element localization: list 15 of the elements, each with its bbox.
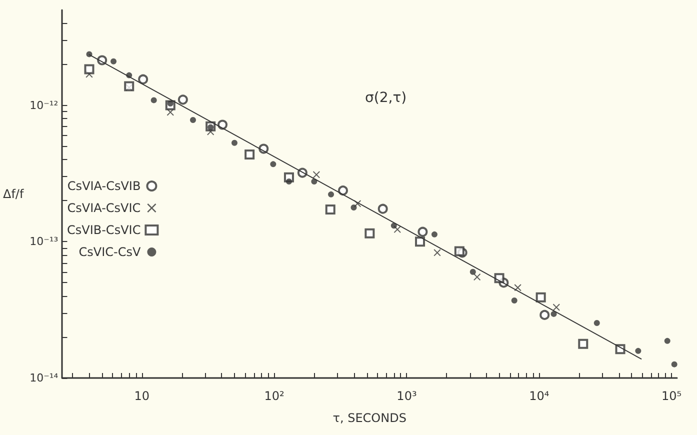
y-axis-title: Δf/f bbox=[3, 187, 24, 201]
legend-label: CsVIB-CsVIC bbox=[66, 223, 141, 237]
x-tick-label: 10⁴ bbox=[529, 389, 550, 403]
y-tick-label: 10⁻¹² bbox=[30, 98, 58, 112]
y-tick-label: 10⁻¹⁴ bbox=[30, 372, 59, 384]
legend-label: CsVIA-CsVIB bbox=[67, 179, 141, 193]
x-axis-title: τ, SECONDS bbox=[332, 411, 406, 425]
x-tick-label: 10³ bbox=[396, 389, 417, 403]
y-tick-label: 10⁻¹³ bbox=[30, 235, 58, 248]
x-tick-label: 10⁵ bbox=[661, 389, 682, 403]
legend-label: CsVIC-CsV bbox=[78, 245, 142, 259]
x-tick-label: 10 bbox=[134, 389, 150, 403]
text: σ(2,τ) bbox=[365, 90, 407, 106]
legend-label: CsVIA-CsVIC bbox=[67, 201, 141, 215]
x-tick-label: 10² bbox=[264, 389, 285, 403]
